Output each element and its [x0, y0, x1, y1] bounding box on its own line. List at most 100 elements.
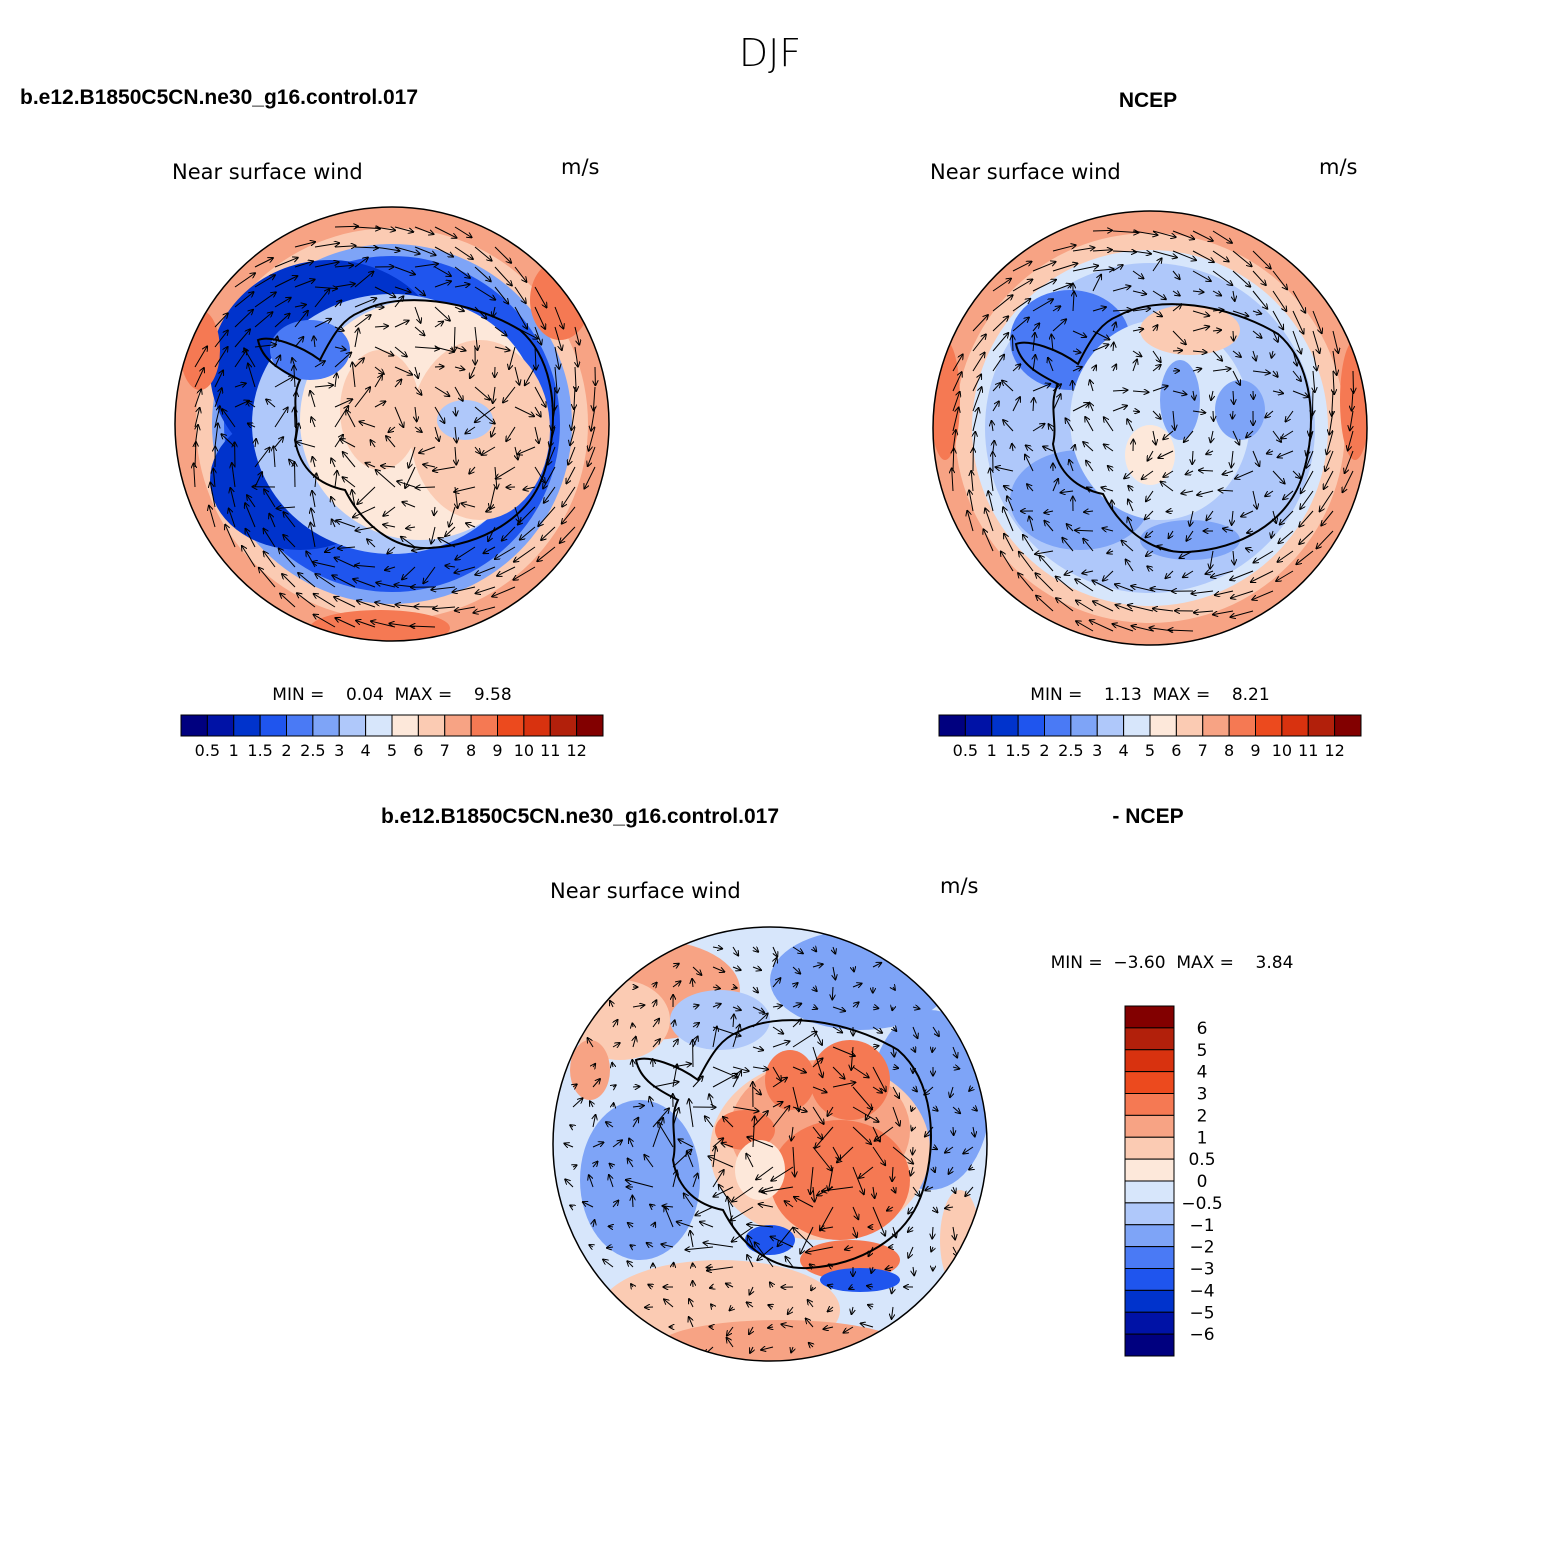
wind-arrow: [1052, 306, 1060, 311]
wind-arrow: [768, 1305, 773, 1307]
wind-arrow: [794, 1197, 814, 1208]
wind-arrow: [1092, 250, 1112, 251]
wind-arrow: [402, 502, 416, 508]
wind-arrow: [592, 1142, 603, 1148]
wind-arrow: [664, 1299, 674, 1308]
wind-arrow: [354, 358, 364, 368]
wind-arrow: [357, 601, 376, 608]
wind-arrow: [394, 380, 401, 388]
wind-arrow: [354, 258, 368, 268]
wind-vectors-diff: [564, 947, 977, 1354]
wind-arrow: [815, 1126, 834, 1148]
wind-arrow: [560, 526, 576, 543]
wind-arrow: [609, 1226, 613, 1227]
wind-arrow: [455, 606, 476, 611]
wind-arrow: [648, 1285, 653, 1287]
colorbar-ncep-swatch: [1123, 714, 1151, 737]
wind-arrow: [434, 226, 457, 238]
wind-arrow: [653, 1223, 655, 1227]
wind-arrow: [1213, 610, 1234, 615]
panel-ncep-minmax: MIN = 1.13 MAX = 8.21: [1030, 685, 1269, 705]
wind-arrow: [650, 1097, 654, 1108]
wind-arrow: [1112, 390, 1127, 391]
wind-arrow: [1292, 310, 1304, 334]
wind-arrow: [571, 406, 576, 430]
colorbar-model-swatch: [576, 714, 604, 737]
colorbar-diff-swatch: [1124, 1093, 1175, 1116]
wind-arrow: [732, 967, 741, 970]
wind-arrow: [1350, 410, 1353, 430]
wind-arrow: [1329, 410, 1334, 435]
wind-arrow: [732, 1066, 749, 1071]
wind-arrow: [1301, 470, 1314, 493]
wind-arrow: [1309, 410, 1314, 436]
wind-arrow: [1158, 450, 1174, 458]
wind-arrow: [583, 1202, 594, 1208]
wind-arrow: [402, 566, 416, 579]
wind-arrow: [222, 409, 236, 428]
wind-arrow: [1183, 570, 1194, 577]
wind-arrow: [859, 1166, 874, 1178]
wind-arrow: [1075, 579, 1094, 592]
wind-arrow: [827, 1106, 834, 1116]
wind-arrow: [247, 402, 256, 408]
wind-arrow: [394, 286, 411, 292]
colorbar-ncep-swatch: [1281, 714, 1309, 737]
colorbar-model-tick-label: 9: [492, 741, 502, 760]
wind-arrow: [514, 266, 526, 282]
colorbar-diff-tick-label: −3: [1189, 1260, 1214, 1280]
wind-arrow: [1192, 250, 1214, 262]
colorbar-model-tick-label: 4: [361, 741, 371, 760]
wind-arrow: [294, 311, 308, 328]
wind-arrow: [1032, 299, 1053, 312]
wind-arrow: [564, 1144, 574, 1148]
wind-arrow: [953, 1126, 954, 1135]
wind-arrow: [1152, 230, 1176, 237]
wind-arrow: [953, 1186, 955, 1193]
wind-arrow: [1292, 390, 1308, 397]
wind-arrow: [1180, 550, 1194, 558]
wind-arrow: [1246, 548, 1254, 551]
wind-arrow: [873, 1007, 878, 1008]
wind-arrow: [1112, 231, 1138, 233]
wind-arrow: [757, 1246, 774, 1260]
wind-arrow: [1271, 530, 1273, 538]
colorbar-ncep-swatch: [1070, 714, 1098, 737]
wind-arrow: [1212, 369, 1231, 371]
wind-arrow: [590, 1101, 593, 1108]
wind-arrow: [887, 1207, 894, 1211]
colorbar-model-swatch: [523, 714, 551, 737]
colorbar-ncep-tick-label: 8: [1224, 741, 1234, 760]
wind-arrow: [266, 399, 276, 408]
wind-arrow: [1186, 471, 1194, 474]
wind-arrow: [1192, 291, 1204, 292]
wind-arrow: [1267, 451, 1274, 454]
wind-arrow: [632, 1118, 638, 1128]
wind-vectors-ncep: [952, 230, 1354, 631]
wind-arrow: [1052, 263, 1077, 272]
colorbar-model-tick-label: 3: [334, 741, 344, 760]
wind-arrow: [375, 602, 396, 608]
wind-arrow: [661, 1244, 674, 1247]
wind-arrow: [245, 503, 256, 528]
wind-arrow: [352, 490, 355, 508]
wind-arrow: [313, 562, 336, 568]
wind-arrow: [461, 503, 476, 507]
wind-arrow: [1073, 445, 1075, 452]
wind-arrow: [871, 1266, 873, 1273]
colorbar-model-tick-label: 2: [281, 741, 291, 760]
wind-arrow: [722, 1143, 734, 1147]
wind-arrow: [953, 430, 956, 452]
wind-arrow: [730, 1307, 734, 1310]
wind-arrow: [1018, 573, 1034, 592]
wind-arrow: [282, 574, 296, 588]
wind-arrow: [294, 242, 315, 248]
wind-arrow: [732, 1106, 759, 1111]
wind-arrow: [414, 264, 438, 268]
wind-arrow: [593, 1064, 595, 1067]
wind-arrow: [381, 466, 396, 467]
wind-arrow: [353, 506, 376, 517]
wind-arrow: [591, 406, 596, 431]
wind-arrow: [689, 1317, 694, 1328]
